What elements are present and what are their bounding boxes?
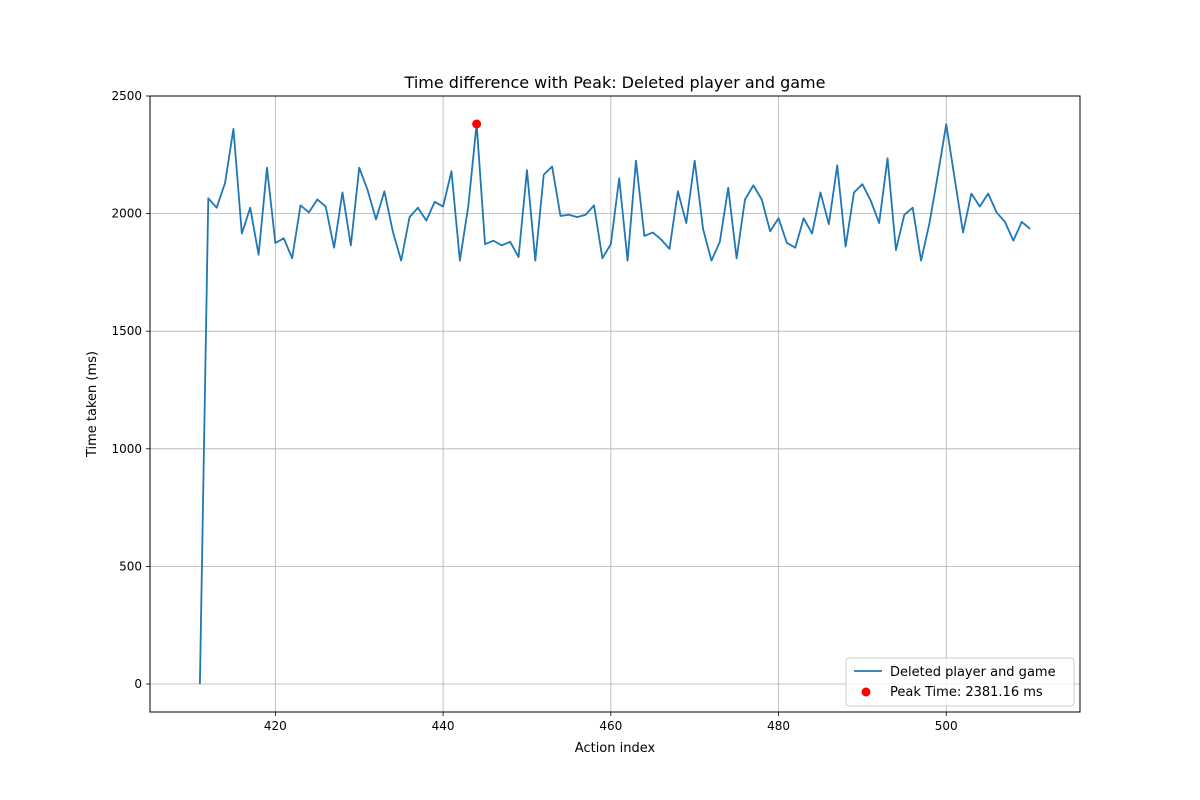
- y-tick-label: 500: [119, 559, 142, 573]
- y-tick-label: 0: [134, 677, 142, 691]
- x-tick-label: 440: [432, 719, 455, 733]
- y-tick-label: 1000: [111, 442, 142, 456]
- x-tick-label: 460: [599, 719, 622, 733]
- x-axis-label: Action index: [575, 741, 656, 756]
- x-tick-label: 500: [935, 719, 958, 733]
- x-tick-label: 420: [264, 719, 287, 733]
- axes-frame: [149, 95, 1081, 713]
- y-tick-label: 1500: [111, 324, 142, 338]
- legend-label-line: Deleted player and game: [890, 665, 1056, 680]
- legend-box: [845, 657, 1075, 707]
- chart-title: Time difference with Peak: Deleted playe…: [404, 73, 826, 92]
- legend-label-peak: Peak Time: 2381.16 ms: [890, 685, 1043, 700]
- plot-area: [199, 119, 1031, 685]
- y-tick-label: 2500: [111, 89, 142, 103]
- y-axis-label: Time taken (ms): [85, 351, 100, 458]
- series-line-deleted-player-and-game: [199, 123, 1031, 685]
- x-tick-label: 480: [767, 719, 790, 733]
- x-axis-ticks: 420 440 460 480 500: [264, 712, 958, 733]
- peak-point: [472, 119, 482, 129]
- y-tick-label: 2000: [111, 207, 142, 221]
- y-axis-ticks: 0 500 1000 1500 2000 2500: [111, 89, 150, 691]
- legend-marker-swatch: [861, 687, 871, 697]
- legend: Deleted player and game Peak Time: 2381.1…: [845, 657, 1075, 707]
